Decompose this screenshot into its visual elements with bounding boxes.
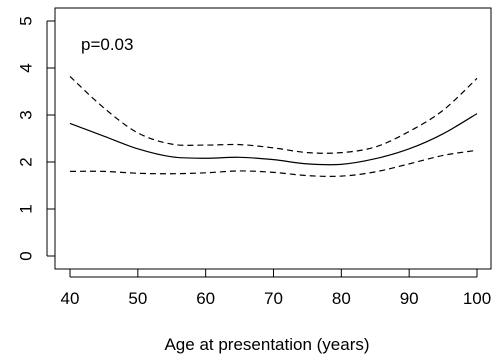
x-axis-title: Age at presentation (years) bbox=[164, 335, 369, 354]
x-tick-label: 40 bbox=[61, 289, 80, 308]
x-axis: 40 50 60 70 80 90 100 bbox=[61, 269, 491, 308]
y-tick-label: 4 bbox=[17, 63, 36, 72]
p-value-annotation: p=0.03 bbox=[81, 35, 133, 54]
y-tick-label: 0 bbox=[17, 251, 36, 260]
series-lines bbox=[69, 76, 478, 177]
y-tick-label: 3 bbox=[17, 110, 36, 119]
confidence-band-line-1 bbox=[69, 76, 478, 154]
y-tick-label: 5 bbox=[17, 16, 36, 25]
x-tick-label: 100 bbox=[463, 289, 491, 308]
y-tick-label: 2 bbox=[17, 157, 36, 166]
x-tick-label: 60 bbox=[196, 289, 215, 308]
x-tick-label: 90 bbox=[400, 289, 419, 308]
estimate-line bbox=[69, 113, 478, 166]
x-tick-label: 50 bbox=[128, 289, 147, 308]
x-tick-label: 80 bbox=[332, 289, 351, 308]
x-tick-label: 70 bbox=[264, 289, 283, 308]
confidence-band-line-2 bbox=[69, 149, 478, 177]
y-tick-label: 1 bbox=[17, 204, 36, 213]
y-axis: 0 1 2 3 4 5 bbox=[17, 16, 55, 261]
